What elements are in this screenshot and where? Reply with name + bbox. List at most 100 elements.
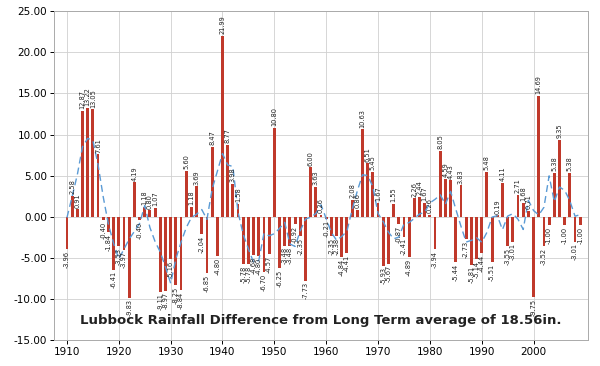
Text: -5.16: -5.16	[167, 261, 173, 278]
Bar	[122, 217, 125, 250]
Text: -5.44: -5.44	[453, 263, 459, 281]
Bar	[211, 147, 214, 217]
Text: 1.55: 1.55	[391, 188, 397, 202]
Text: -3.52: -3.52	[541, 247, 547, 265]
Text: -3.01: -3.01	[510, 243, 516, 260]
Text: -2.04: -2.04	[199, 235, 205, 253]
Bar	[480, 217, 483, 253]
Text: -0.92: -0.92	[292, 226, 298, 243]
Bar	[356, 210, 359, 217]
Text: 4.59: 4.59	[442, 163, 448, 178]
Text: 1.67: 1.67	[375, 187, 381, 201]
Bar	[413, 198, 416, 217]
Bar	[408, 217, 410, 257]
Text: -3.01: -3.01	[572, 243, 578, 260]
Text: 7.61: 7.61	[95, 138, 101, 153]
Bar	[268, 217, 271, 254]
Text: -1.00: -1.00	[577, 227, 583, 244]
Text: -2.41: -2.41	[401, 238, 407, 255]
Text: -0.40: -0.40	[100, 222, 106, 239]
Text: -6.85: -6.85	[204, 275, 210, 292]
Text: 0.26: 0.26	[427, 198, 433, 213]
Text: 0.26: 0.26	[318, 198, 324, 213]
Text: -8.97: -8.97	[163, 292, 169, 310]
Bar	[278, 217, 281, 268]
Bar	[465, 217, 467, 239]
Bar	[320, 215, 322, 217]
Text: -6.41: -6.41	[110, 271, 116, 288]
Bar	[418, 197, 421, 217]
Text: -2.73: -2.73	[463, 241, 469, 258]
Text: 2.58: 2.58	[69, 179, 75, 194]
Text: 13.05: 13.05	[90, 89, 96, 108]
Text: -1.00: -1.00	[546, 227, 552, 244]
Text: -1.00: -1.00	[562, 227, 568, 244]
Text: -5.93: -5.93	[380, 267, 386, 284]
Bar	[340, 217, 343, 257]
Bar	[242, 217, 245, 265]
Bar	[558, 140, 561, 217]
Bar	[517, 195, 520, 217]
Bar	[128, 217, 131, 298]
Text: -6.25: -6.25	[277, 270, 283, 287]
Text: -4.57: -4.57	[266, 256, 272, 273]
Bar	[574, 217, 577, 242]
Text: -2.38: -2.38	[334, 238, 340, 255]
Bar	[221, 36, 224, 217]
Bar	[232, 184, 234, 217]
Bar	[579, 217, 581, 225]
Bar	[538, 96, 540, 217]
Text: -5.14: -5.14	[473, 261, 479, 278]
Bar	[309, 168, 312, 217]
Bar	[200, 217, 203, 234]
Bar	[449, 180, 452, 217]
Bar	[91, 109, 94, 217]
Bar	[283, 217, 286, 246]
Bar	[470, 217, 473, 265]
Text: -5.51: -5.51	[489, 264, 495, 281]
Bar	[563, 217, 566, 225]
Bar	[236, 204, 239, 217]
Bar	[112, 217, 115, 270]
Text: -9.75: -9.75	[530, 299, 536, 316]
Text: 13.22: 13.22	[85, 87, 91, 107]
Text: 8.77: 8.77	[224, 128, 230, 143]
Text: 0.71: 0.71	[526, 195, 532, 209]
Text: 9.35: 9.35	[556, 124, 562, 138]
Text: -1.84: -1.84	[106, 234, 112, 251]
Text: 5.38: 5.38	[551, 156, 557, 171]
Bar	[568, 172, 571, 217]
Bar	[206, 217, 208, 273]
Text: 1.07: 1.07	[152, 192, 158, 206]
Bar	[434, 217, 436, 249]
Bar	[118, 217, 120, 246]
Text: 0.80: 0.80	[147, 194, 153, 209]
Text: 5.38: 5.38	[567, 156, 573, 171]
Text: 1.67: 1.67	[422, 187, 428, 201]
Text: -4.41: -4.41	[344, 255, 350, 272]
Text: 5.60: 5.60	[183, 154, 189, 169]
Text: 2.08: 2.08	[349, 183, 355, 198]
Bar	[159, 217, 162, 292]
Text: 10.63: 10.63	[359, 109, 365, 128]
Bar	[485, 172, 488, 217]
Text: 6.51: 6.51	[365, 147, 371, 162]
Bar	[527, 211, 530, 217]
Text: -3.96: -3.96	[64, 251, 70, 268]
Text: Lubbock Rainfall Difference from Long Term average of 18.56in.: Lubbock Rainfall Difference from Long Te…	[80, 314, 562, 327]
Text: 4.19: 4.19	[131, 166, 137, 181]
Bar	[304, 217, 307, 280]
Text: -2.35: -2.35	[328, 238, 334, 255]
Bar	[293, 217, 296, 224]
Bar	[169, 217, 172, 259]
Bar	[501, 183, 504, 217]
Text: 12.87: 12.87	[80, 90, 86, 109]
Bar	[361, 129, 364, 217]
Bar	[491, 217, 494, 262]
Bar	[154, 208, 157, 217]
Bar	[133, 182, 136, 217]
Text: -0.40: -0.40	[137, 222, 143, 239]
Bar	[299, 217, 302, 236]
Bar	[97, 154, 100, 217]
Bar	[428, 215, 431, 217]
